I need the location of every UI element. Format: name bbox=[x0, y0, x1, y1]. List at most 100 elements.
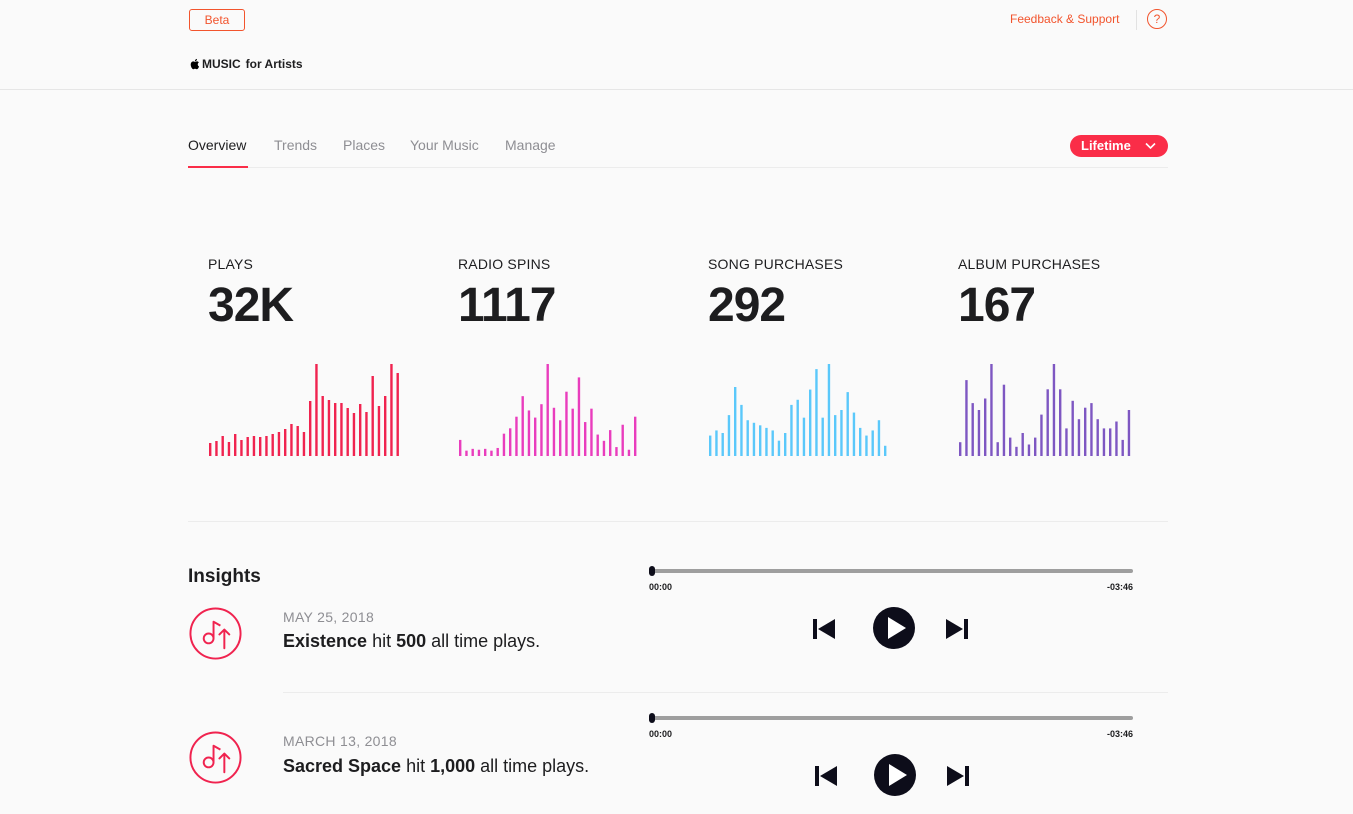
spark-bar bbox=[490, 450, 493, 456]
stat-album-purchases[interactable]: ALBUM PURCHASES 167 bbox=[958, 256, 1178, 333]
progress-handle[interactable] bbox=[649, 566, 655, 576]
spark-bar bbox=[496, 447, 499, 456]
album-purchases-sparkline bbox=[959, 364, 1131, 456]
spark-bar bbox=[471, 448, 474, 456]
next-track-icon[interactable] bbox=[946, 764, 970, 788]
spark-bar bbox=[377, 406, 381, 456]
audio-player: 00:00 -03:46 bbox=[649, 710, 1135, 796]
progress-track[interactable] bbox=[651, 569, 1133, 573]
spark-bar bbox=[502, 433, 506, 456]
spark-bar bbox=[521, 396, 524, 456]
spark-bar bbox=[321, 396, 324, 456]
insight-song: Sacred Space bbox=[283, 756, 402, 776]
spark-bar bbox=[827, 364, 831, 456]
spark-bar bbox=[546, 364, 549, 456]
insight-tail: all time plays. bbox=[426, 631, 541, 651]
stat-song-purchases[interactable]: SONG PURCHASES 292 bbox=[708, 256, 928, 333]
spark-bar bbox=[477, 449, 481, 456]
tab-overview[interactable]: Overview bbox=[188, 137, 247, 153]
app-logo[interactable]: MUSIC for Artists bbox=[189, 57, 303, 71]
spark-bar bbox=[1015, 446, 1018, 456]
play-button-icon[interactable] bbox=[872, 606, 916, 650]
main-tabs: Overview Trends Places Your Music Manage bbox=[188, 127, 1168, 168]
spark-bar bbox=[815, 369, 818, 456]
tab-trends[interactable]: Trends bbox=[274, 137, 318, 153]
insight-tail: all time plays. bbox=[475, 756, 590, 776]
spark-bar bbox=[752, 422, 756, 456]
spark-bar bbox=[871, 430, 874, 456]
spark-bar bbox=[227, 442, 231, 456]
spark-bar bbox=[209, 443, 212, 456]
spark-bar bbox=[759, 425, 762, 456]
spark-bar bbox=[984, 398, 987, 456]
spark-bar bbox=[384, 396, 387, 456]
spark-bar bbox=[234, 434, 237, 456]
logo-music-text: MUSIC bbox=[202, 57, 241, 71]
spark-bar bbox=[971, 403, 974, 456]
progress-track[interactable] bbox=[651, 716, 1133, 720]
tab-manage[interactable]: Manage bbox=[505, 137, 556, 153]
spark-bar bbox=[977, 410, 981, 456]
next-track-icon[interactable] bbox=[945, 617, 969, 641]
spark-bar bbox=[315, 364, 318, 456]
spark-bar bbox=[777, 440, 781, 456]
spark-bar bbox=[246, 437, 249, 456]
insight-mid: hit bbox=[401, 756, 431, 776]
header-separator bbox=[1136, 10, 1137, 30]
spark-bar bbox=[271, 434, 274, 456]
stat-label: RADIO SPINS bbox=[458, 256, 551, 272]
insight-divider bbox=[283, 692, 1168, 693]
spark-bar bbox=[459, 439, 462, 456]
stat-plays[interactable]: PLAYS 32K bbox=[208, 256, 428, 333]
spark-bar bbox=[527, 410, 531, 456]
spark-bar bbox=[709, 435, 712, 456]
spark-bar bbox=[290, 424, 293, 456]
spark-bar bbox=[1121, 439, 1124, 456]
spark-bar bbox=[615, 447, 618, 456]
spark-bar bbox=[559, 420, 562, 456]
spark-bar bbox=[590, 408, 593, 456]
logo-for-artists-text: for Artists bbox=[245, 57, 303, 71]
help-button[interactable]: ? bbox=[1147, 9, 1167, 29]
spark-bar bbox=[790, 404, 793, 456]
previous-track-icon[interactable] bbox=[814, 764, 838, 788]
stat-radio-spins[interactable]: RADIO SPINS 1117 bbox=[458, 256, 678, 333]
insights-title: Insights bbox=[188, 566, 261, 587]
music-note-up-icon bbox=[189, 731, 242, 784]
spark-bar bbox=[771, 430, 774, 456]
spark-bar bbox=[277, 432, 281, 456]
music-note-up-icon bbox=[189, 607, 242, 660]
tab-places[interactable]: Places bbox=[343, 137, 386, 153]
spark-bar bbox=[1034, 437, 1037, 456]
spark-bar bbox=[746, 420, 749, 456]
spark-bar bbox=[1090, 403, 1093, 456]
spark-bar bbox=[259, 437, 262, 456]
top-bar: Beta MUSIC for Artists Feedback & Suppor… bbox=[0, 0, 1353, 90]
stat-value: 292 bbox=[708, 279, 786, 332]
time-elapsed: 00:00 bbox=[649, 582, 673, 592]
feedback-support-link[interactable]: Feedback & Support bbox=[1010, 12, 1120, 26]
spark-bar bbox=[515, 416, 518, 456]
time-remaining: -03:46 bbox=[1106, 582, 1133, 592]
spark-bar bbox=[1059, 389, 1062, 456]
insight-mid: hit bbox=[367, 631, 397, 651]
song-purchases-sparkline bbox=[709, 364, 887, 456]
spark-bar bbox=[990, 364, 993, 456]
insight-date: MARCH 13, 2018 bbox=[283, 733, 397, 749]
tab-your-music[interactable]: Your Music bbox=[410, 137, 479, 153]
spark-bar bbox=[852, 412, 856, 456]
spark-bar bbox=[240, 440, 243, 456]
spark-bar bbox=[1127, 410, 1131, 456]
previous-track-icon[interactable] bbox=[812, 617, 836, 641]
period-select[interactable]: Lifetime bbox=[1070, 135, 1168, 157]
spark-bar bbox=[884, 445, 887, 456]
period-select-label: Lifetime bbox=[1081, 138, 1131, 153]
stat-value: 167 bbox=[958, 279, 1036, 332]
audio-player: 00:00 -03:46 bbox=[649, 563, 1135, 649]
play-button-icon[interactable] bbox=[873, 753, 917, 797]
spark-bar bbox=[621, 424, 624, 456]
spark-bar bbox=[865, 435, 868, 456]
progress-handle[interactable] bbox=[649, 713, 655, 723]
chevron-down-icon bbox=[1145, 142, 1156, 150]
spark-bar bbox=[340, 403, 343, 456]
